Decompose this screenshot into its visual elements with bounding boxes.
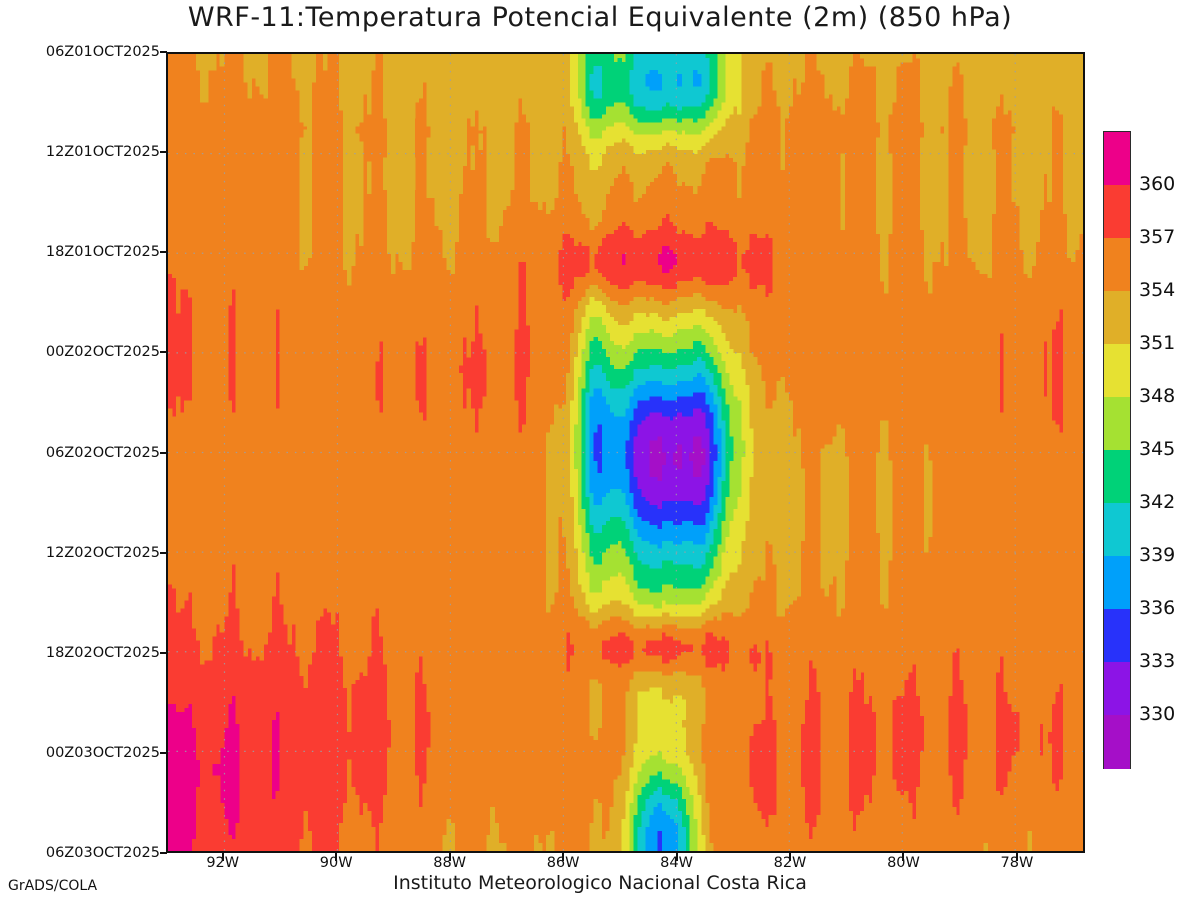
y-axis-tick-mark [160, 251, 167, 254]
x-axis-tick-label: 88W [433, 855, 467, 871]
y-axis: 06Z01OCT2025 12Z01OCT2025 18Z01OCT2025 00Z0… [0, 0, 167, 900]
x-axis-tick-mark [448, 853, 451, 861]
colorbar-tick-label: 360 [1139, 173, 1176, 195]
colorbar-band [1104, 609, 1130, 663]
y-axis-tick-label: 00Z02OCT2025 [45, 344, 160, 361]
colorbar-tick-label: 357 [1139, 226, 1176, 248]
colorbar [1103, 131, 1131, 769]
y-axis-tick-label: 06Z01OCT2025 [45, 44, 160, 60]
colorbar-band [1104, 132, 1130, 186]
colorbar-tick-label: 348 [1139, 385, 1176, 407]
colorbar-band [1104, 662, 1130, 716]
colorbar-band [1104, 397, 1130, 451]
y-axis-tick-mark [160, 351, 167, 354]
y-axis-tick-label: 06Z03OCT2025 [45, 845, 160, 861]
y-axis-tick-mark [160, 51, 167, 53]
x-axis-tick-label: 78W [1000, 855, 1034, 871]
x-axis-tick-mark [562, 853, 565, 861]
colorbar-band [1104, 556, 1130, 610]
colorbar-band [1104, 291, 1130, 345]
colorbar-band [1104, 503, 1130, 557]
x-axis-tick-label: 92W [206, 855, 240, 871]
y-axis-tick-mark [160, 551, 167, 554]
x-axis-tick-mark [902, 853, 905, 861]
contour-band [589, 69, 722, 851]
colorbar-band [1104, 185, 1130, 239]
x-axis-tick-label: 80W [887, 855, 920, 871]
y-axis-tick-label: 18Z01OCT2025 [45, 244, 160, 261]
page-title: WRF-11:Temperatura Potencial Equivalente… [187, 2, 1013, 33]
colorbar-band [1104, 344, 1130, 398]
x-axis-tick-mark [335, 853, 338, 861]
y-axis-tick-label: 12Z01OCT2025 [45, 144, 160, 161]
colorbar-tick-label: 333 [1139, 650, 1176, 672]
colorbar-band [1104, 450, 1130, 504]
colorbar-tick-label: 336 [1139, 597, 1176, 619]
colorbar-tick-label: 339 [1139, 544, 1176, 566]
x-axis-tick-label: 86W [546, 855, 580, 871]
x-axis-tick-label: 90W [319, 855, 353, 871]
colorbar-tick-label: 345 [1139, 438, 1176, 460]
y-axis-tick-mark [160, 751, 167, 754]
y-axis-tick-mark [160, 151, 167, 154]
colorbar-tick-label: 351 [1139, 332, 1176, 354]
colorbar-band [1104, 715, 1130, 769]
x-axis-tick-label: 82W [773, 855, 807, 871]
colorbar-tick-label: 354 [1139, 279, 1176, 301]
colorbar-tick-label: 330 [1139, 703, 1176, 725]
contour-band [633, 408, 710, 509]
y-axis-tick-mark [160, 451, 167, 454]
x-axis-tick-mark [1015, 853, 1018, 861]
x-axis-tick-mark [221, 853, 224, 861]
contour-fill-svg [168, 54, 1083, 851]
colorbar-tick-label: 342 [1139, 491, 1176, 513]
x-axis-tick-mark [675, 853, 678, 861]
colorbar-band [1104, 238, 1130, 292]
x-axis-tick-label: 84W [660, 855, 693, 871]
plot-area [166, 52, 1085, 853]
contour-band [569, 54, 754, 851]
contour-band [573, 54, 746, 851]
contour-band [649, 436, 706, 481]
y-axis-tick-label: 12Z02OCT2025 [45, 544, 160, 561]
contour-band [593, 392, 718, 851]
gridlines [168, 54, 1083, 851]
x-axis-tick-mark [789, 853, 791, 861]
contour-band [168, 213, 1064, 851]
y-axis-tick-label: 18Z02OCT2025 [45, 644, 160, 661]
institution-footer: Instituto Meteorologico Nacional Costa R… [393, 872, 807, 894]
y-axis-tick-mark [160, 651, 167, 654]
grads-credit: GrADS/COLA [8, 878, 98, 894]
y-axis-tick-mark [160, 852, 167, 854]
y-axis-tick-label: 06Z02OCT2025 [45, 444, 160, 461]
y-axis-tick-label: 00Z03OCT2025 [45, 744, 160, 761]
